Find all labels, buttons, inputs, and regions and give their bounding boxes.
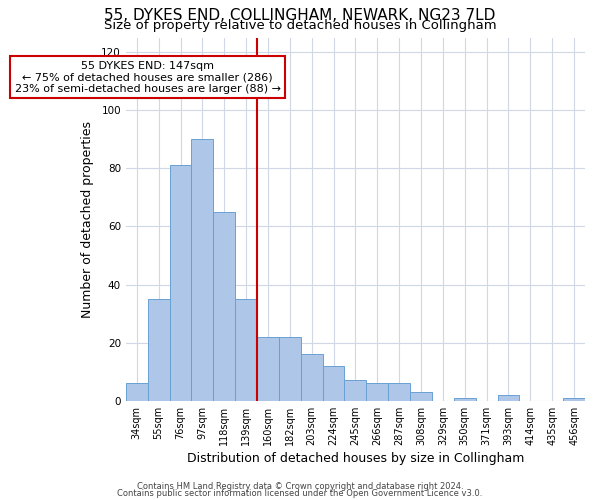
Bar xyxy=(191,139,214,401)
Bar xyxy=(563,398,585,401)
X-axis label: Distribution of detached houses by size in Collingham: Distribution of detached houses by size … xyxy=(187,452,524,465)
Bar xyxy=(148,299,170,401)
Bar xyxy=(214,212,235,401)
Bar xyxy=(301,354,323,401)
Bar xyxy=(235,299,257,401)
Bar xyxy=(323,366,344,401)
Bar xyxy=(388,384,410,401)
Text: Contains public sector information licensed under the Open Government Licence v3: Contains public sector information licen… xyxy=(118,489,482,498)
Bar xyxy=(279,337,301,401)
Bar xyxy=(454,398,476,401)
Bar xyxy=(410,392,432,401)
Bar xyxy=(170,166,191,401)
Text: 55, DYKES END, COLLINGHAM, NEWARK, NG23 7LD: 55, DYKES END, COLLINGHAM, NEWARK, NG23 … xyxy=(104,8,496,22)
Bar xyxy=(257,337,279,401)
Text: 55 DYKES END: 147sqm
← 75% of detached houses are smaller (286)
23% of semi-deta: 55 DYKES END: 147sqm ← 75% of detached h… xyxy=(15,61,281,94)
Text: Contains HM Land Registry data © Crown copyright and database right 2024.: Contains HM Land Registry data © Crown c… xyxy=(137,482,463,491)
Text: Size of property relative to detached houses in Collingham: Size of property relative to detached ho… xyxy=(104,18,496,32)
Bar xyxy=(126,384,148,401)
Bar xyxy=(497,395,520,401)
Y-axis label: Number of detached properties: Number of detached properties xyxy=(82,120,94,318)
Bar xyxy=(344,380,367,401)
Bar xyxy=(367,384,388,401)
